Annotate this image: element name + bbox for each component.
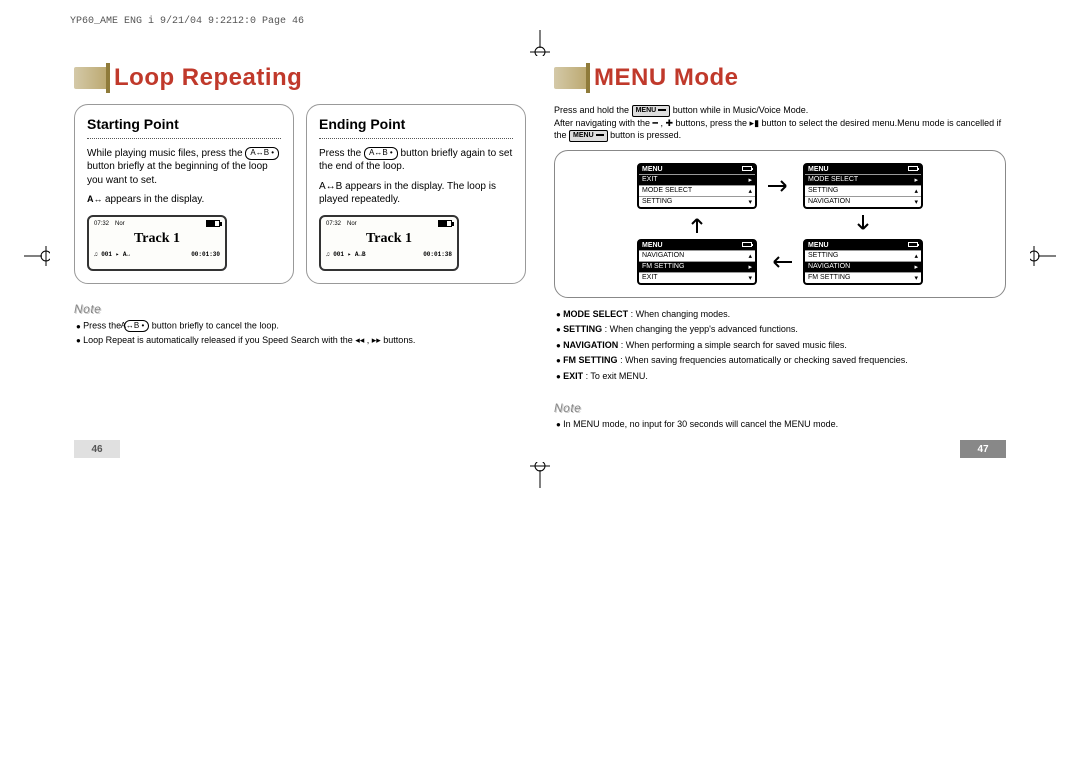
page-title: Loop Repeating: [114, 64, 302, 92]
battery-icon: [206, 220, 220, 227]
intro-text: Press and hold the MENU button while in …: [554, 104, 1006, 142]
reg-mark-left: [24, 246, 50, 266]
mini-lcd-4: MENU SETTING▴ NAVIGATION▸ FM SETTING▾: [803, 239, 923, 285]
mini-lcd-2: MENU MODE SELECT▸ SETTING▴ NAVIGATION▾: [803, 163, 923, 209]
title-decor: [554, 67, 588, 89]
menu-diagram: MENU EXIT▸ MODE SELECT▴ SETTING▾ MENU MO…: [554, 150, 1006, 298]
def-item: NAVIGATION : When performing a simple se…: [554, 339, 1006, 353]
note-item: Loop Repeat is automatically released if…: [74, 335, 526, 347]
ab-button-icon: A↔B •: [245, 147, 279, 160]
ending-point-box: Ending Point Press the A↔B • button brie…: [306, 104, 526, 284]
ab-button-icon: A↔B •: [124, 320, 150, 332]
end-para1: Press the A↔B • button briefly again to …: [319, 147, 513, 174]
title-decor: [74, 67, 108, 89]
dotted-rule: [319, 138, 513, 139]
arrow-left-icon: [765, 254, 795, 270]
definitions-list: MODE SELECT : When changing modes. SETTI…: [554, 308, 1006, 384]
left-page: Loop Repeating Starting Point While play…: [60, 58, 540, 458]
box-heading: Ending Point: [319, 115, 513, 134]
note-block-left: Note Press the A↔B • button briefly to c…: [74, 302, 526, 347]
note-label: Note: [554, 401, 1006, 415]
mini-lcd-3: MENU NAVIGATION▴ FM SETTING▸ EXIT▾: [637, 239, 757, 285]
note-item: In MENU mode, no input for 30 seconds wi…: [554, 419, 1006, 431]
def-item: FM SETTING : When saving frequencies aut…: [554, 354, 1006, 368]
end-para2: A↔B appears in the display. The loop is …: [319, 180, 513, 207]
ab-button-icon: A↔B •: [364, 147, 398, 160]
menu-button-icon: MENU: [569, 130, 608, 142]
note-label: Note: [74, 302, 526, 316]
def-item: EXIT : To exit MENU.: [554, 370, 1006, 384]
start-para2: A↔ appears in the display.: [87, 193, 281, 207]
right-page: MENU Mode Press and hold the MENU button…: [540, 58, 1020, 458]
mini-lcd-1: MENU EXIT▸ MODE SELECT▴ SETTING▾: [637, 163, 757, 209]
page-number-left: 46: [74, 440, 120, 458]
def-item: SETTING : When changing the yepp's advan…: [554, 323, 1006, 337]
arrow-right-icon: [765, 178, 795, 194]
battery-icon: [438, 220, 452, 227]
def-item: MODE SELECT : When changing modes.: [554, 308, 1006, 322]
page-number-right: 47: [960, 440, 1006, 458]
note-item: Press the A↔B • button briefly to cancel…: [74, 320, 526, 332]
starting-point-box: Starting Point While playing music files…: [74, 104, 294, 284]
box-heading: Starting Point: [87, 115, 281, 134]
lcd-screen-start: 07:32Nor Track 1 ♫ 001 ▸ A↔00:01:30: [87, 215, 227, 271]
note-block-right: Note In MENU mode, no input for 30 secon…: [554, 401, 1006, 431]
reg-mark-right: [1030, 246, 1056, 266]
reg-mark-top: [530, 30, 550, 56]
reg-mark-bottom: [530, 462, 550, 488]
start-para1: While playing music files, press the A↔B…: [87, 147, 281, 188]
page-title: MENU Mode: [594, 64, 739, 92]
arrow-down-icon: [803, 215, 923, 233]
arrow-up-icon: [637, 215, 757, 233]
lcd-screen-end: 07:32Nor Track 1 ♫ 001 ▸ A↔B00:01:38: [319, 215, 459, 271]
crop-header: YP60_AME ENG i 9/21/04 9:2212:0 Page 46: [70, 16, 304, 27]
dotted-rule: [87, 138, 281, 139]
menu-button-icon: MENU: [632, 105, 671, 117]
